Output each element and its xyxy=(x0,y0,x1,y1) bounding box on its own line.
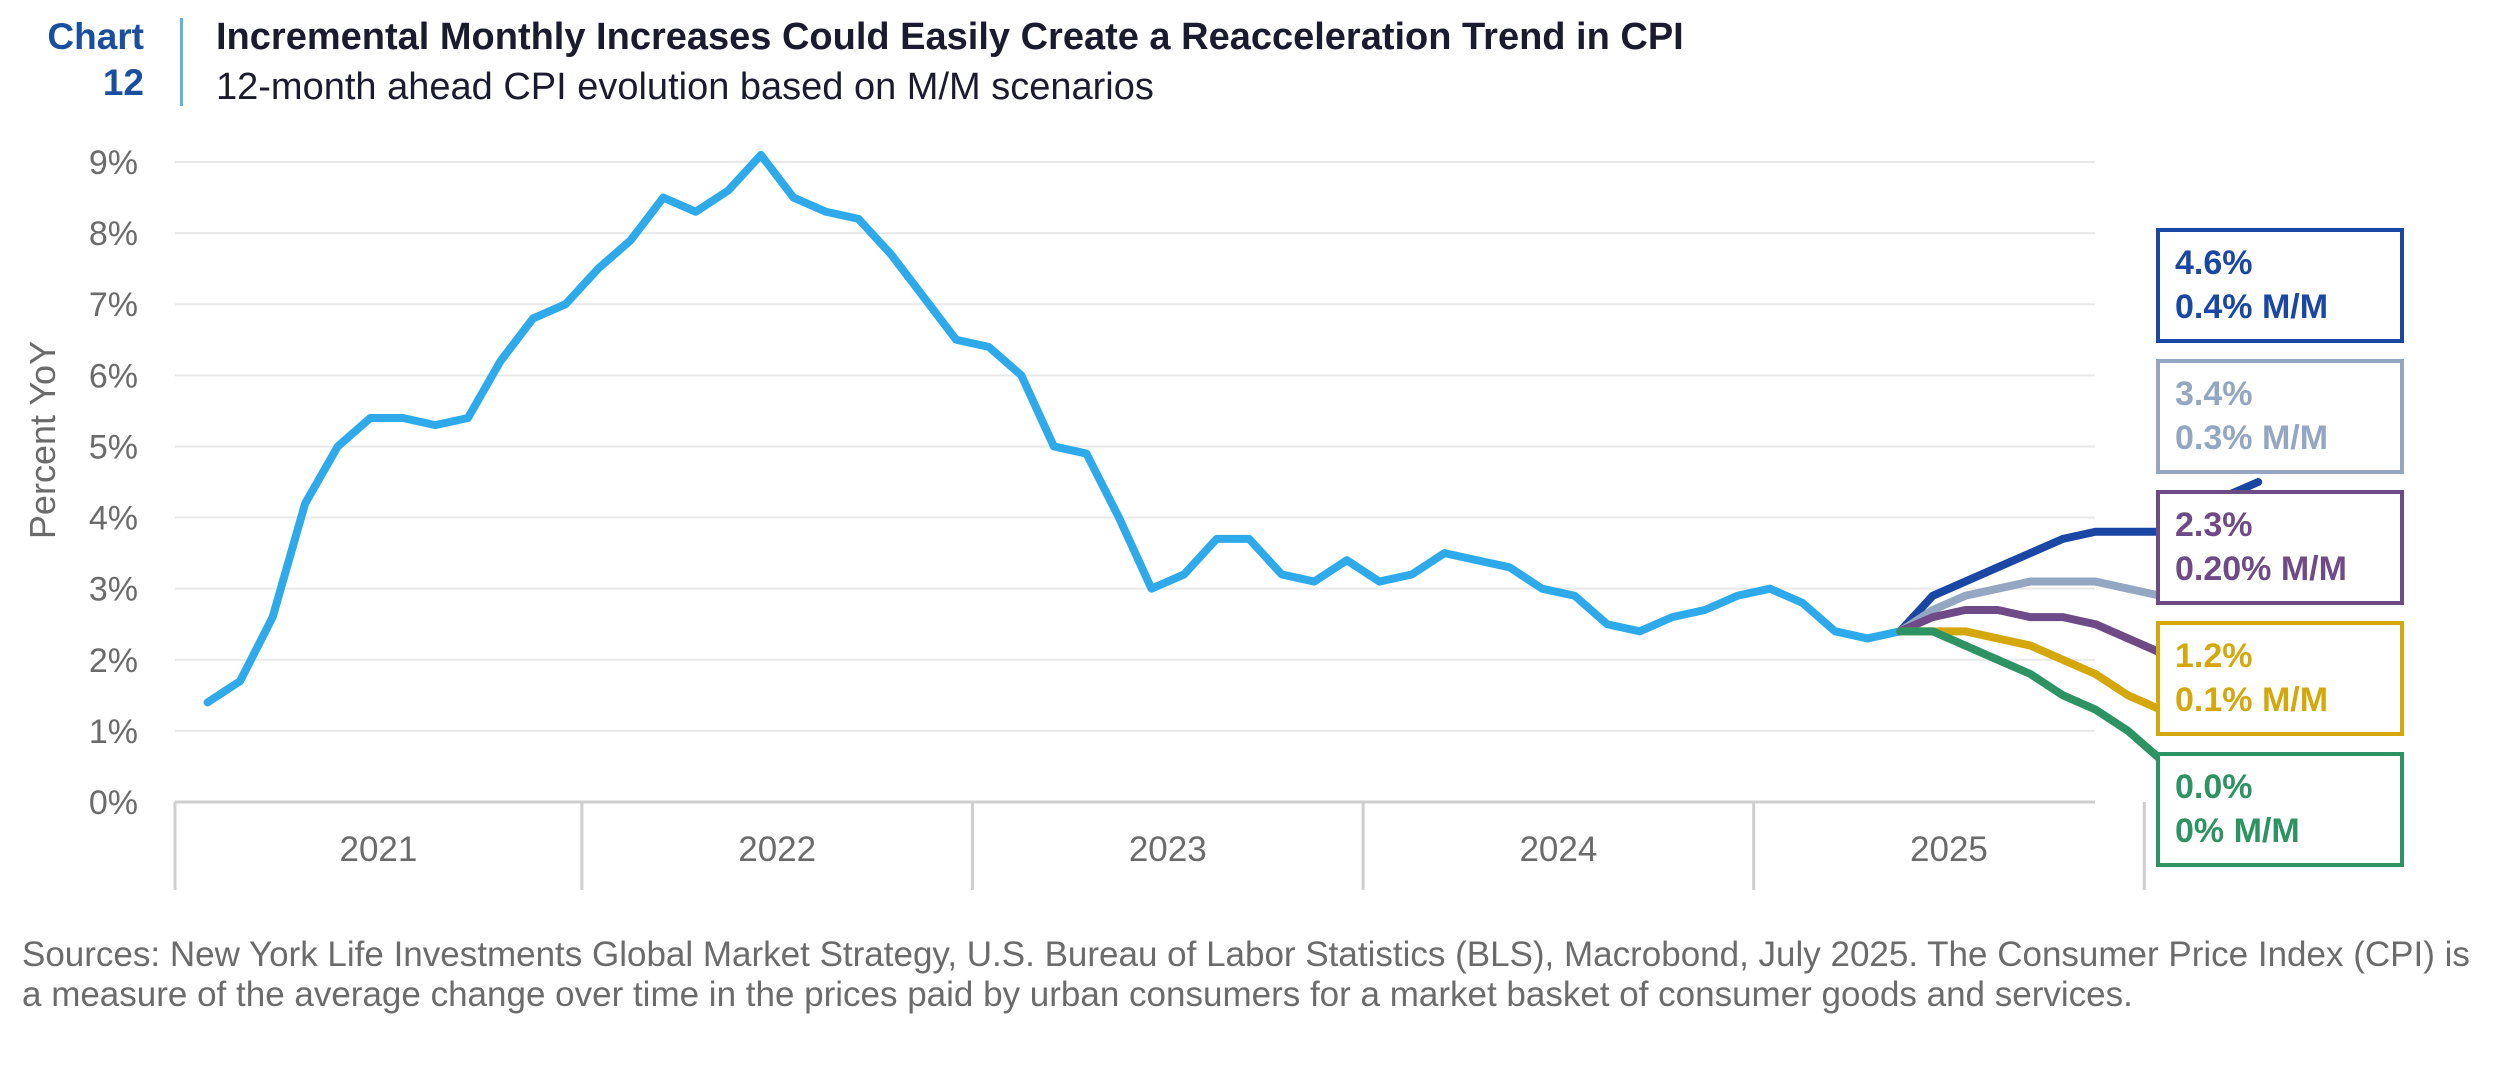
y-tick-label: 7% xyxy=(89,286,138,324)
scenario-mm-label: 0.3% M/M xyxy=(2175,419,2328,457)
y-tick-label: 5% xyxy=(89,428,138,466)
source-note: Sources: New York Life Investments Globa… xyxy=(22,935,2470,1014)
scenario-mm-label: 0% M/M xyxy=(2175,812,2300,850)
legend-layer: 4.6% 0.4% M/M 3.4% 0.3% M/M 2.3% 0.20% M/M 1.2… xyxy=(2156,228,2404,867)
axis-layer: 0% 1% 2% 3% 4% 5% 6% 7% 8% 9% 2021 2022 2023 2024 2025 xyxy=(89,144,2146,890)
y-tick-label: 8% xyxy=(89,215,138,253)
x-tick-label: 2022 xyxy=(738,830,816,869)
chart-title: Incremental Monthly Increases Could Easi… xyxy=(216,16,1684,58)
chart-label-word: Chart xyxy=(47,16,144,57)
scenario-mm-label: 0.1% M/M xyxy=(2175,681,2328,719)
cpi-line-chart: 0% 1% 2% 3% 4% 5% 6% 7% 8% 9% 2021 2022 2023 2024 2025… xyxy=(22,144,2404,890)
y-tick-label: 4% xyxy=(89,500,138,538)
y-tick-label: 3% xyxy=(89,571,138,609)
y-axis-label: Percent YoY xyxy=(22,341,63,539)
x-tick-label: 2021 xyxy=(340,830,418,869)
grid-layer xyxy=(175,161,2095,732)
x-tick-label: 2025 xyxy=(1910,830,1988,869)
x-tick-label: 2024 xyxy=(1519,830,1597,869)
y-tick-label: 2% xyxy=(89,642,138,680)
scenario-end-value: 0.0% xyxy=(2175,768,2253,806)
header-divider xyxy=(180,18,183,106)
scenario-end-value: 3.4% xyxy=(2175,375,2253,413)
scenario-end-value: 4.6% xyxy=(2175,244,2253,282)
y-tick-label: 0% xyxy=(89,784,138,822)
y-tick-label: 6% xyxy=(89,357,138,395)
scenario-legend-box xyxy=(2156,490,2404,605)
scenario-legend-box xyxy=(2156,752,2404,867)
y-tick-label: 9% xyxy=(89,144,138,182)
series-layer xyxy=(203,150,2295,806)
scenario-end-value: 2.3% xyxy=(2175,506,2253,544)
scenario-mm-label: 0.20% M/M xyxy=(2175,550,2347,588)
y-tick-label: 1% xyxy=(89,713,138,751)
scenario-mm-label: 0.4% M/M xyxy=(2175,288,2328,326)
scenario-legend-box xyxy=(2156,359,2404,474)
history-cpi-line xyxy=(203,150,1905,707)
x-tick-label: 2023 xyxy=(1129,830,1207,869)
chart-label-number: 12 xyxy=(102,62,144,103)
scenario-legend-box xyxy=(2156,621,2404,736)
scenario-end-value: 1.2% xyxy=(2175,637,2253,675)
scenario-legend-box xyxy=(2156,228,2404,343)
chart-subtitle: 12-month ahead CPI evolution based on M/… xyxy=(216,66,1154,108)
chart-number-label: Chart 12 xyxy=(22,14,144,106)
